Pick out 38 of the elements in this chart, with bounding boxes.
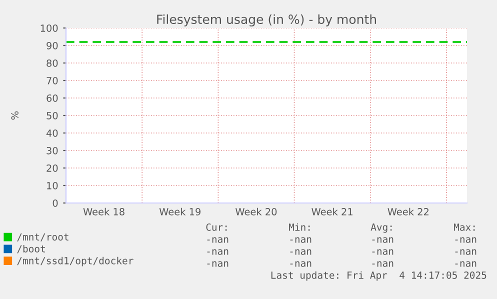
text: Min: (288, 223, 310, 231)
y-tick-label: 90 (46, 42, 58, 50)
y-tick-label: 70 (46, 76, 58, 84)
y-tick-label: 50 (46, 112, 58, 120)
y-tick-label: 100 (40, 24, 58, 32)
text: -nan (372, 249, 394, 255)
y-tick-label: 40 (46, 129, 58, 137)
text: -nan (290, 261, 312, 267)
y-tick-label: 60 (46, 94, 58, 102)
text: Last update: Fri Apr 4 14:17:05 2025 (271, 271, 486, 281)
x-tick-label: Week 18 (83, 208, 124, 216)
text: -nan (207, 249, 228, 255)
text: -nan (290, 249, 312, 255)
x-tick-label: Week 22 (388, 208, 428, 216)
text: Cur: (206, 223, 227, 231)
text: -nan (372, 261, 394, 267)
chart-title: Filesystem usage (in %) - by month (157, 14, 376, 26)
text: -nan (455, 249, 476, 255)
x-tick-label: Week 21 (312, 208, 352, 216)
legend-label: /mnt/ssd1/opt/docker (17, 256, 134, 266)
text: -nan (207, 237, 228, 243)
y-tick-label: 80 (46, 59, 58, 67)
y-tick-label: 20 (46, 164, 58, 172)
y-axis-title: % (11, 111, 18, 120)
text: -nan (455, 237, 476, 243)
text: -nan (372, 237, 394, 243)
y-tick-label: 0 (52, 199, 58, 207)
x-tick-label: Week 20 (236, 208, 277, 216)
text: Avg: (370, 224, 392, 233)
text: -nan (207, 261, 228, 267)
legend-label: /mnt/root (17, 233, 68, 242)
y-tick-label: 30 (46, 146, 58, 154)
y-tick-label: 10 (47, 182, 58, 190)
text: -nan (455, 261, 476, 267)
text: Max: (454, 224, 475, 231)
legend-label: /boot (17, 244, 45, 254)
x-tick-label: Week 19 (159, 208, 200, 216)
text: -nan (290, 237, 312, 243)
